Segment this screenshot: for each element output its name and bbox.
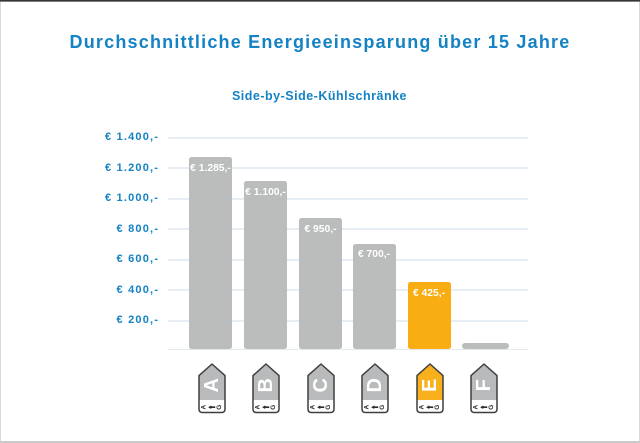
svg-text:C: C	[310, 378, 332, 392]
svg-text:A: A	[201, 378, 223, 392]
svg-text:F: F	[473, 379, 495, 391]
svg-text:G: G	[215, 405, 222, 410]
svg-text:G: G	[433, 405, 440, 410]
svg-text:G: G	[488, 405, 495, 410]
svg-text:E: E	[419, 379, 441, 392]
svg-text:B: B	[255, 378, 277, 392]
svg-text:A: A	[363, 405, 370, 410]
svg-text:A: A	[472, 405, 479, 410]
svg-text:D: D	[364, 378, 386, 392]
svg-text:G: G	[379, 405, 386, 410]
svg-text:A: A	[200, 405, 207, 410]
svg-text:A: A	[254, 405, 261, 410]
svg-text:A: A	[418, 405, 425, 410]
svg-text:G: G	[270, 405, 277, 410]
svg-text:G: G	[324, 405, 331, 410]
svg-text:A: A	[309, 405, 316, 410]
